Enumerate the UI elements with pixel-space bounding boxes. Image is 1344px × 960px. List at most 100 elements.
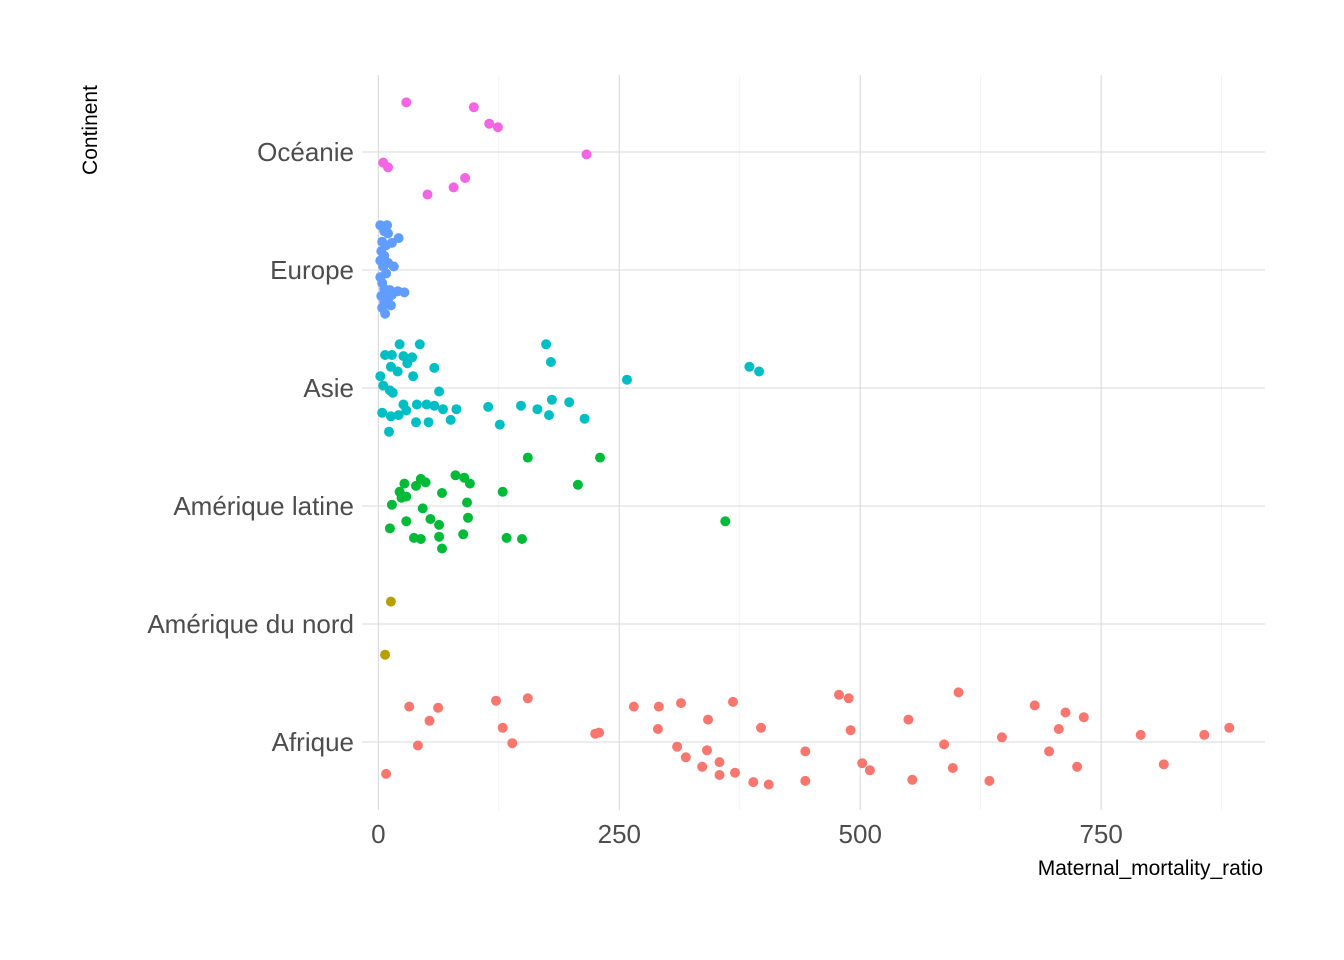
- y-tick-label: Amérique latine: [173, 491, 354, 521]
- data-point: [429, 400, 440, 411]
- data-point: [1224, 722, 1235, 733]
- data-point: [572, 479, 583, 490]
- data-point: [953, 687, 964, 698]
- x-axis-title: Maternal_mortality_ratio: [1038, 857, 1263, 880]
- data-point: [984, 775, 995, 786]
- series-2: [384, 452, 731, 554]
- x-tick-labels: 0 250 500 750: [371, 819, 1123, 849]
- data-point: [380, 649, 391, 660]
- data-point: [864, 765, 875, 776]
- data-point: [676, 698, 686, 709]
- data-points: [375, 97, 1235, 790]
- data-point: [903, 714, 914, 725]
- data-point: [702, 745, 712, 756]
- data-point: [451, 404, 462, 415]
- data-point: [834, 689, 844, 700]
- data-point: [595, 452, 605, 463]
- data-point: [420, 477, 431, 488]
- x-tick-label: 0: [371, 819, 385, 849]
- data-point: [497, 486, 508, 497]
- data-point: [411, 399, 422, 410]
- data-point: [385, 596, 396, 607]
- y-tick-label: Asie: [303, 373, 354, 403]
- data-point: [423, 417, 434, 428]
- data-point: [522, 693, 533, 704]
- data-point: [517, 534, 527, 544]
- data-point: [532, 404, 543, 415]
- data-point: [579, 413, 590, 424]
- data-point: [497, 722, 508, 733]
- data-point: [384, 523, 395, 534]
- data-point: [388, 261, 399, 272]
- data-point: [1053, 724, 1064, 734]
- data-point: [516, 400, 526, 411]
- data-point: [385, 300, 396, 311]
- data-point: [564, 397, 575, 408]
- data-point: [383, 162, 393, 173]
- data-point: [408, 371, 419, 382]
- data-point: [652, 724, 663, 734]
- data-point: [437, 543, 447, 554]
- data-point: [434, 531, 445, 542]
- data-point: [404, 701, 415, 712]
- data-point: [1060, 707, 1071, 718]
- series-1: [380, 596, 396, 660]
- data-point: [703, 714, 713, 725]
- data-point: [434, 386, 445, 397]
- data-point: [422, 189, 433, 200]
- y-tick-label: Amérique du nord: [147, 609, 354, 639]
- data-point: [507, 738, 518, 749]
- data-point: [754, 366, 765, 377]
- data-point: [412, 740, 423, 751]
- data-point: [463, 512, 473, 523]
- data-point: [1029, 700, 1040, 711]
- data-point: [377, 407, 388, 418]
- data-point: [429, 362, 440, 373]
- data-point: [494, 419, 505, 430]
- data-point: [756, 722, 766, 733]
- y-tick-label: Océanie: [257, 137, 354, 167]
- data-point: [800, 775, 811, 786]
- data-point: [1199, 729, 1210, 740]
- data-point: [714, 757, 725, 768]
- data-point: [417, 503, 428, 514]
- data-point: [483, 401, 494, 412]
- data-point: [394, 339, 405, 350]
- data-point: [763, 779, 774, 790]
- series-5: [378, 97, 592, 200]
- y-tick-label: Afrique: [272, 727, 354, 757]
- data-point: [411, 480, 421, 491]
- data-point: [996, 732, 1007, 743]
- x-tick-label: 750: [1079, 819, 1122, 849]
- data-point: [393, 410, 404, 421]
- series-3: [375, 339, 765, 437]
- data-point: [381, 768, 392, 779]
- y-tick-labels: Afrique Amérique du nord Amérique latine As…: [147, 137, 354, 757]
- data-point: [501, 532, 512, 543]
- data-point: [672, 741, 683, 752]
- data-point: [622, 374, 632, 385]
- data-point: [744, 361, 755, 372]
- series-0: [381, 687, 1235, 790]
- data-point: [857, 758, 868, 769]
- data-point: [415, 534, 426, 544]
- data-point: [491, 695, 501, 706]
- data-point: [907, 774, 918, 785]
- data-point: [460, 173, 471, 183]
- data-point: [628, 701, 639, 712]
- data-point: [421, 399, 432, 410]
- data-point: [720, 516, 731, 527]
- data-point: [1078, 712, 1089, 723]
- data-point: [411, 417, 421, 428]
- data-point: [680, 752, 691, 763]
- data-point: [383, 228, 393, 239]
- y-tick-label: Europe: [270, 255, 354, 285]
- data-point: [434, 519, 445, 530]
- data-point: [375, 371, 386, 382]
- x-tick-label: 250: [598, 819, 641, 849]
- data-point: [845, 725, 856, 736]
- data-point: [386, 499, 397, 510]
- data-point: [594, 727, 605, 738]
- x-tick-label: 500: [839, 819, 882, 849]
